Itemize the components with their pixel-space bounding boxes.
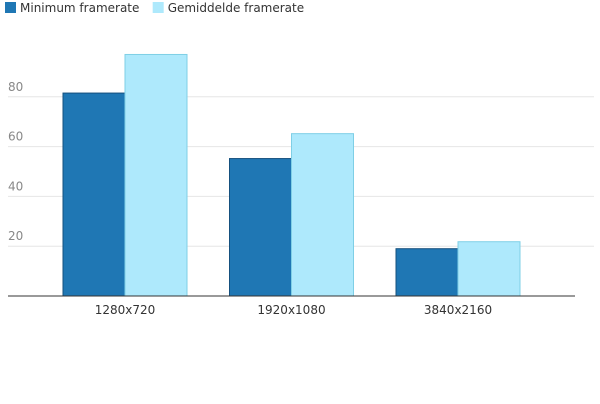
x-tick-label: 1920x1080 [257,303,325,317]
y-tick-label: 80 [8,80,23,94]
y-tick-label: 40 [8,179,23,193]
bar-0-2 [395,248,459,297]
bar-1-1 [291,133,354,297]
x-tick-label: 1280x720 [95,303,156,317]
y-tick-label: 20 [8,229,23,243]
bar-1-2 [457,241,521,297]
x-axis-ticks: 1280x720 1920x1080 3840x2160 [95,303,492,317]
legend-label-1: Gemiddelde framerate [168,1,304,15]
bar-0-1 [229,158,292,297]
legend-swatch-0 [5,2,16,13]
y-axis-ticks: 20 40 60 80 [8,80,23,243]
bars [62,53,521,297]
bar-1-0 [124,53,188,297]
x-tick-label: 3840x2160 [424,303,492,317]
bar-0-0 [62,92,126,297]
legend-label-0: Minimum framerate [20,1,139,15]
y-tick-label: 60 [8,130,23,144]
legend: Minimum framerate Gemiddelde framerate [5,1,304,15]
legend-swatch-1 [152,2,164,13]
